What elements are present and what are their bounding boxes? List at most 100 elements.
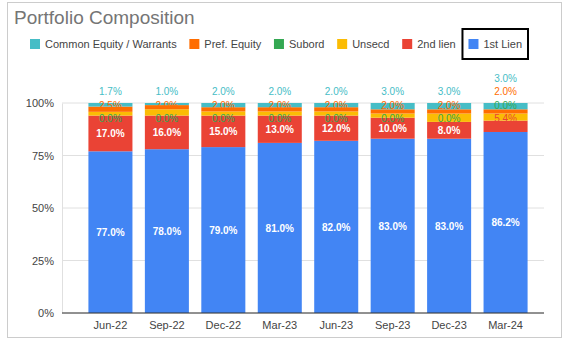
x-tick: Mar-24	[488, 313, 523, 331]
bar	[314, 141, 358, 313]
y-tick-label: 25%	[32, 255, 54, 267]
x-axis: Jun-22 Sep-22 Dec-22 Mar-23 Jun-23 Sep-23 Dec-…	[62, 313, 544, 331]
y-axis: 0% 25% 50% 75% 100%	[26, 97, 63, 319]
data-label: 1.0%	[155, 86, 178, 97]
bar	[427, 139, 471, 313]
x-tick-label: Jun-22	[94, 319, 128, 331]
series-bars	[88, 109, 527, 122]
data-label: 13.0%	[266, 124, 294, 135]
chart: Portfolio Composition 0% 25% 50% 75% 100% Jun-…	[0, 0, 566, 349]
data-label: 78.0%	[153, 226, 181, 237]
data-label: 12.0%	[322, 123, 350, 134]
chart-frame	[8, 3, 562, 338]
legend-item: Subord	[274, 38, 324, 50]
data-label: 2.0%	[325, 86, 348, 97]
x-tick: Sep-23	[375, 313, 410, 331]
x-tick-label: Sep-23	[375, 319, 410, 331]
data-label: 2.0%	[494, 86, 517, 97]
data-label: 2.0%	[212, 100, 235, 111]
y-tick-label: 100%	[26, 97, 54, 109]
legend-swatch	[337, 39, 347, 49]
y-tick: 100%	[26, 97, 62, 109]
bar	[201, 147, 245, 313]
data-label: 0.0%	[381, 113, 404, 124]
legend-swatch	[189, 39, 199, 49]
data-label: 17.0%	[96, 128, 124, 139]
legend-item: Unsecd	[337, 38, 389, 50]
x-tick-label: Mar-23	[262, 319, 297, 331]
data-label: 2.0%	[212, 86, 235, 97]
y-tick: 25%	[32, 255, 62, 267]
x-tick-label: Sep-22	[149, 319, 184, 331]
data-label: 83.0%	[435, 221, 463, 232]
x-tick-label: Dec-23	[431, 319, 466, 331]
series-bars	[88, 103, 527, 109]
data-label: 0.0%	[99, 113, 122, 124]
data-label: 0.0%	[494, 100, 517, 111]
data-label: 15.0%	[209, 126, 237, 137]
grid-line	[62, 260, 544, 261]
data-label: 2.0%	[155, 100, 178, 111]
y-tick: 0%	[38, 307, 62, 319]
data-label: 3.0%	[381, 86, 404, 97]
x-tick: Jun-22	[94, 313, 128, 331]
series-bars	[88, 132, 527, 313]
data-label: 86.2%	[491, 217, 519, 228]
legend-label: 1st Lien	[483, 38, 522, 50]
y-tick-label: 0%	[38, 307, 54, 319]
bar	[145, 149, 189, 313]
data-label: 3.0%	[494, 73, 517, 84]
x-tick: Dec-22	[206, 313, 241, 331]
legend-item: Common Equity / Warrants	[30, 38, 177, 50]
grid-line	[62, 103, 544, 104]
data-label: 8.0%	[438, 125, 461, 136]
data-label: 81.0%	[266, 223, 294, 234]
x-axis-line	[62, 313, 544, 314]
data-label: 0.0%	[325, 113, 348, 124]
grid-line	[62, 313, 544, 314]
bars	[88, 103, 527, 313]
x-tick-label: Mar-24	[488, 319, 523, 331]
data-label: 0.0%	[212, 113, 235, 124]
y-tick: 75%	[32, 150, 62, 162]
bar	[371, 139, 415, 313]
legend: Common Equity / Warrants Pref. Equity Subo…	[30, 29, 528, 59]
data-label: 2.5%	[99, 100, 122, 111]
data-label: 2.0%	[268, 86, 291, 97]
x-tick: Jun-23	[319, 313, 353, 331]
x-tick: Dec-23	[431, 313, 466, 331]
data-label: 2.0%	[381, 100, 404, 111]
legend-item: 2nd lien	[402, 38, 456, 50]
bar	[427, 122, 471, 139]
data-label: 16.0%	[153, 127, 181, 138]
grid	[62, 103, 544, 313]
data-label: 1.7%	[99, 86, 122, 97]
x-tick: Sep-22	[149, 313, 184, 331]
bar	[484, 132, 528, 313]
data-label: 2.0%	[268, 100, 291, 111]
data-label: 5.4%	[494, 113, 517, 124]
data-label: 0.0%	[155, 113, 178, 124]
data-label: 83.0%	[378, 221, 406, 232]
data-label: 10.0%	[378, 123, 406, 134]
grid-line	[62, 155, 544, 156]
y-axis-line	[62, 104, 63, 314]
highlight-box	[462, 29, 528, 59]
bar	[258, 143, 302, 313]
legend-item: Pref. Equity	[189, 38, 261, 50]
legend-swatch	[30, 39, 40, 49]
grid-line	[62, 208, 544, 209]
y-tick-label: 75%	[32, 150, 54, 162]
data-label: 3.0%	[438, 86, 461, 97]
y-tick-label: 50%	[32, 202, 54, 214]
data-label: 77.0%	[96, 227, 124, 238]
legend-item: 1st Lien	[468, 38, 522, 50]
title: Portfolio Composition	[14, 7, 195, 28]
data-label: 79.0%	[209, 225, 237, 236]
legend-label: Common Equity / Warrants	[45, 38, 177, 50]
legend-swatch	[468, 39, 478, 49]
x-tick-label: Dec-22	[206, 319, 241, 331]
data-labels: 17.0% 77.0% 1.7% 2.5% 0.0% 16.0% 78.0% 1.0% 2.0%…	[96, 73, 520, 239]
data-label: 2.0%	[438, 100, 461, 111]
legend-label: Subord	[289, 38, 324, 50]
